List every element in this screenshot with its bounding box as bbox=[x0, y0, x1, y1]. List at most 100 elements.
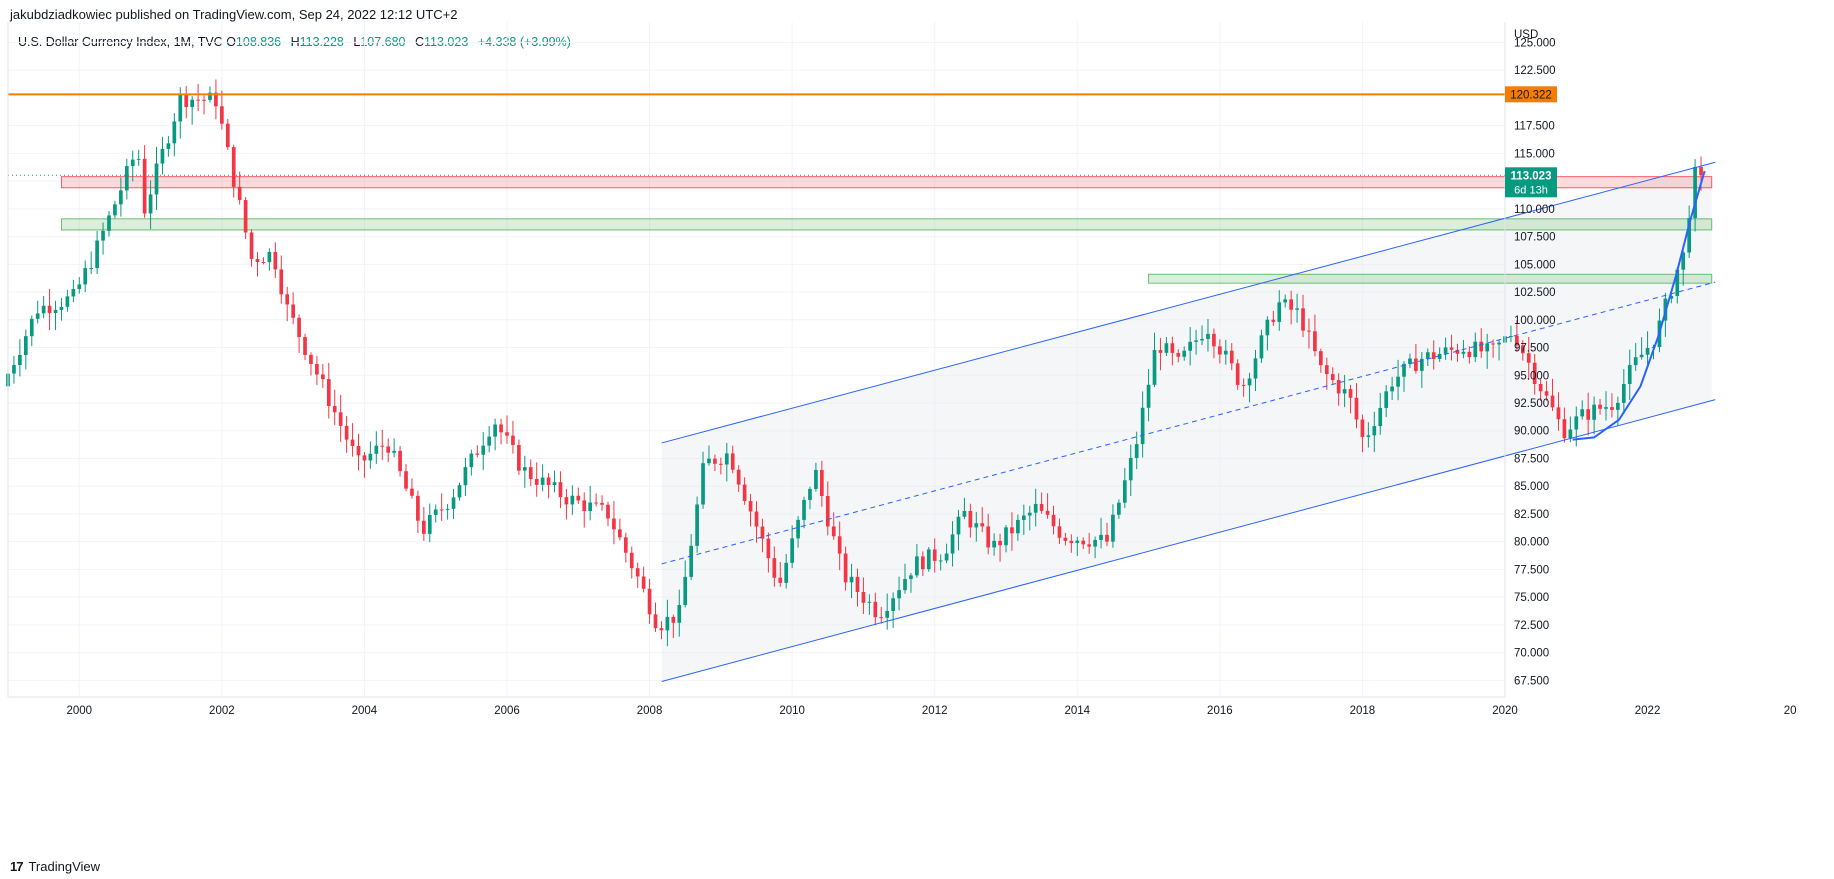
channel-middle-line bbox=[661, 281, 1716, 565]
candle-down bbox=[861, 592, 866, 603]
x-tick-label: 2004 bbox=[352, 705, 378, 717]
candle-up bbox=[95, 240, 99, 269]
candle-up bbox=[1128, 457, 1133, 481]
candle-up bbox=[808, 488, 812, 500]
candle-up bbox=[368, 453, 373, 461]
candle-up bbox=[1616, 402, 1620, 410]
candle-down bbox=[606, 504, 610, 519]
candle-up bbox=[1580, 409, 1585, 417]
candle-down bbox=[623, 537, 628, 553]
support-zone bbox=[1148, 273, 1713, 284]
candle-up bbox=[1425, 352, 1430, 359]
candle-down bbox=[742, 484, 747, 502]
candle-up bbox=[1188, 341, 1192, 351]
candle-down bbox=[831, 526, 836, 537]
candle-up bbox=[1253, 358, 1258, 379]
candle-up bbox=[1384, 391, 1389, 408]
candle-up bbox=[1639, 354, 1644, 358]
candle-up bbox=[107, 215, 111, 231]
candle-down bbox=[338, 412, 343, 426]
y-tick-label: 72.500 bbox=[1514, 620, 1549, 632]
candle-down bbox=[659, 628, 664, 631]
candle-down bbox=[618, 529, 622, 538]
candle-up bbox=[392, 450, 396, 453]
support-zone bbox=[60, 218, 1713, 231]
candle-up bbox=[540, 477, 545, 485]
candle-down bbox=[1212, 333, 1216, 347]
candle-down bbox=[249, 232, 254, 259]
candle-down bbox=[1324, 365, 1329, 375]
y-tick-label: 82.500 bbox=[1514, 509, 1549, 521]
candle-up bbox=[101, 230, 105, 241]
candle-up bbox=[1194, 340, 1198, 342]
channel-upper-line bbox=[661, 161, 1716, 444]
candle-up bbox=[938, 560, 943, 562]
candle-up bbox=[570, 495, 575, 505]
candle-up bbox=[172, 121, 177, 144]
candle-up bbox=[1342, 389, 1347, 394]
candle-down bbox=[279, 269, 284, 295]
candle-down bbox=[1455, 349, 1460, 354]
candle-up bbox=[89, 268, 94, 270]
candle-up bbox=[83, 268, 88, 285]
candle-down bbox=[1336, 380, 1341, 394]
candle-up bbox=[683, 576, 688, 606]
candle-up bbox=[1259, 335, 1264, 359]
candle-up bbox=[53, 309, 58, 313]
candle-up bbox=[903, 579, 907, 591]
candle-up bbox=[1099, 534, 1103, 540]
candle-down bbox=[499, 424, 503, 433]
candle-down bbox=[380, 445, 385, 447]
candle-down bbox=[505, 432, 509, 436]
candle-down bbox=[255, 258, 260, 263]
candle-up bbox=[1378, 407, 1383, 427]
candle-up bbox=[1396, 376, 1400, 387]
candle-down bbox=[1610, 407, 1614, 410]
candle-up bbox=[1033, 503, 1038, 513]
candle-up bbox=[956, 516, 961, 535]
candle-down bbox=[332, 406, 337, 413]
candle-down bbox=[1491, 343, 1495, 345]
candle-up bbox=[77, 284, 82, 289]
candle-up bbox=[1633, 357, 1638, 366]
candle-up bbox=[1265, 319, 1270, 336]
candle-down bbox=[297, 317, 301, 338]
candle-up bbox=[897, 590, 901, 599]
candle-down bbox=[231, 147, 236, 187]
candle-up bbox=[1117, 502, 1121, 515]
y-tick-label: 107.500 bbox=[1514, 232, 1556, 244]
candle-down bbox=[879, 617, 884, 619]
zones bbox=[60, 176, 1713, 284]
x-tick-label: 2002 bbox=[209, 705, 235, 717]
candle-up bbox=[1093, 539, 1097, 547]
candle-up bbox=[1592, 404, 1596, 420]
resistance-level-label: 120.322 bbox=[1510, 89, 1552, 101]
candle-down bbox=[1556, 407, 1561, 420]
candle-up bbox=[1152, 350, 1157, 385]
candle-down bbox=[873, 601, 878, 618]
candle-down bbox=[766, 538, 771, 559]
candle-down bbox=[760, 526, 765, 539]
y-tick-label: 67.500 bbox=[1514, 675, 1549, 687]
y-tick-label: 115.000 bbox=[1514, 148, 1555, 160]
candle-down bbox=[986, 526, 991, 548]
candle-down bbox=[1158, 350, 1163, 353]
x-tick-label: 2010 bbox=[779, 705, 805, 717]
candle-down bbox=[1039, 503, 1044, 511]
candle-down bbox=[653, 614, 658, 629]
candle-down bbox=[243, 200, 248, 233]
candle-up bbox=[71, 288, 76, 297]
candle-down bbox=[1235, 363, 1240, 385]
candle-down bbox=[517, 445, 521, 471]
candle-down bbox=[1271, 319, 1276, 322]
candle-down bbox=[416, 495, 420, 521]
candle-up bbox=[1021, 515, 1026, 520]
candle-down bbox=[237, 186, 242, 201]
candle-up bbox=[65, 296, 70, 307]
candle-down bbox=[261, 262, 266, 264]
candle-up bbox=[35, 313, 40, 319]
candle-up bbox=[1004, 527, 1008, 546]
drawings bbox=[8, 93, 1716, 682]
candle-up bbox=[1283, 299, 1288, 303]
